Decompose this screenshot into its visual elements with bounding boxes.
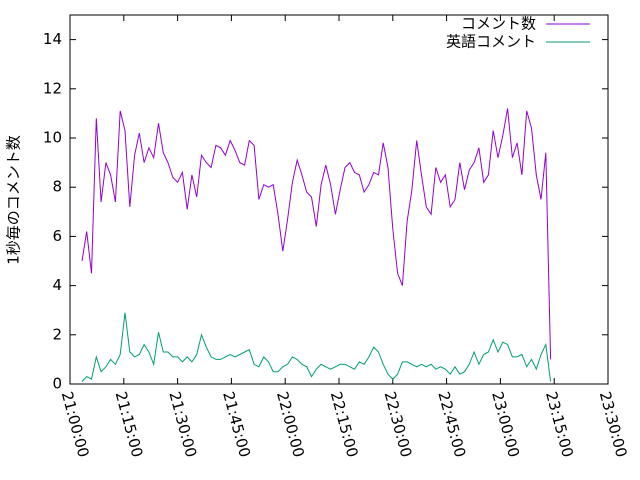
y-tick-label: 6	[52, 227, 62, 245]
x-tick-label: 21:15:00	[112, 390, 147, 460]
x-tick-label: 22:45:00	[434, 390, 469, 460]
y-tick-label: 10	[43, 129, 62, 147]
x-tick-label: 22:30:00	[381, 390, 416, 460]
y-tick-label: 4	[52, 276, 62, 294]
series-line	[81, 108, 552, 360]
x-tick-label: 21:45:00	[219, 390, 254, 460]
y-tick-label: 0	[52, 375, 62, 393]
x-tick-label: 23:15:00	[542, 390, 577, 460]
x-tick-label: 21:30:00	[165, 390, 200, 460]
x-tick-label: 22:15:00	[327, 390, 362, 460]
legend-label: 英語コメント	[446, 33, 536, 51]
y-tick-label: 14	[43, 30, 62, 48]
series-line	[81, 312, 552, 382]
x-tick-label: 23:30:00	[596, 390, 631, 460]
x-tick-label: 22:00:00	[273, 390, 308, 460]
y-tick-label: 12	[43, 79, 62, 97]
x-tick-label: 23:00:00	[488, 390, 523, 460]
legend-label: コメント数	[461, 15, 536, 33]
y-tick-label: 8	[52, 178, 62, 196]
y-axis-label: 1秒毎のコメント数	[5, 135, 23, 265]
x-tick-label: 21:00:00	[58, 390, 93, 460]
plot-frame	[69, 14, 609, 385]
y-tick-label: 2	[52, 325, 62, 343]
